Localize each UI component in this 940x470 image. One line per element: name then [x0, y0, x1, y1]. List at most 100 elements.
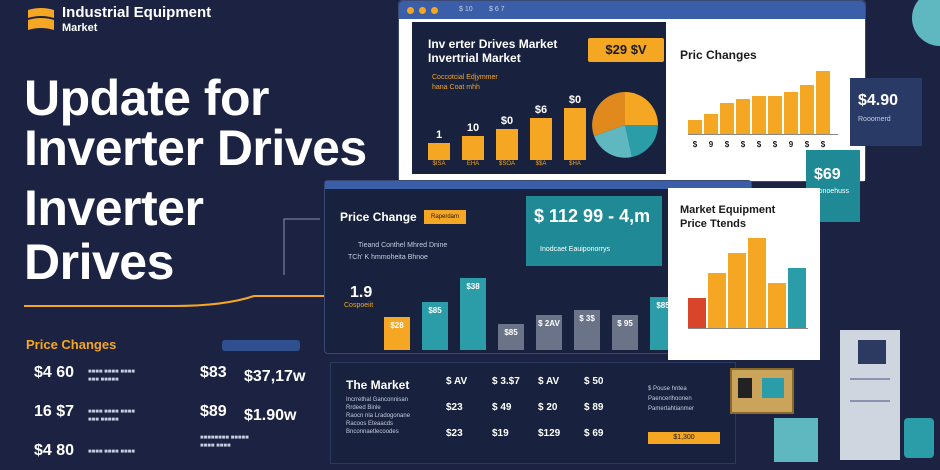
- mid-bar: [574, 310, 600, 350]
- price-changes-card: Pric Changes $9 $ $ $ $9 $ $: [668, 36, 840, 168]
- top-tab-2[interactable]: $ 6 7: [489, 6, 505, 13]
- price-change-bar: [800, 85, 814, 134]
- mid-sub-1: Tieand Conthel Mhred Dnine: [358, 242, 448, 249]
- top-bar: [530, 118, 552, 160]
- mid-bar-label: $85: [656, 301, 670, 311]
- market-cell: $23: [446, 428, 463, 439]
- top-title-1: Inv erter Drives Market: [428, 37, 558, 51]
- window-dot-icon[interactable]: [419, 7, 426, 14]
- left-price-note: ■■■■■■■■ ■■■■■ ■■■■ ■■■■: [200, 435, 249, 449]
- hero-line-1: Update for: [24, 70, 270, 126]
- price-change-tick: 9: [788, 140, 794, 149]
- market-cell: $ 20: [538, 402, 558, 413]
- top-bar: [428, 142, 450, 160]
- mid-big-value: $ 112 99 - 4,m: [534, 206, 651, 226]
- left-price-mid-2: $89: [200, 403, 227, 420]
- mid-bar-label: $ 3$: [579, 314, 595, 324]
- machine-cabinet-icon: [840, 330, 900, 460]
- mid-bar-label: $ 2AV: [538, 318, 560, 328]
- left-price-pill: [222, 340, 300, 351]
- top-bar: [462, 135, 484, 160]
- top-badge: $29 $V: [588, 38, 664, 62]
- left-price-right-2: $1.90w: [244, 407, 297, 424]
- price-change-tick: $: [724, 140, 730, 149]
- hero-line-4: Drives: [24, 234, 174, 290]
- deco-circle: [912, 0, 940, 46]
- top-bar-label: $HA: [569, 161, 581, 167]
- trend-bar: [728, 253, 746, 328]
- market-cell: $ 69: [584, 428, 604, 439]
- price-change-tick: 9: [708, 140, 714, 149]
- market-title: The Market: [346, 378, 410, 392]
- market-cell: $ 50: [584, 376, 604, 387]
- market-button[interactable]: $1,300: [648, 432, 720, 444]
- mid-bar-label: $38: [466, 281, 480, 291]
- mid-bar: [460, 277, 486, 350]
- top-bar-value: 10: [466, 121, 480, 134]
- price-change-bar: [704, 114, 718, 134]
- trend-bar: [748, 238, 766, 328]
- mid-bar: [384, 316, 410, 350]
- trends-title-1: Market Equipment: [680, 204, 776, 216]
- trend-bar: [768, 283, 786, 328]
- top-bar-value: 1: [435, 128, 443, 141]
- mid-bar: [422, 301, 448, 350]
- top-window-titlebar: [399, 1, 865, 19]
- trend-bar: [788, 268, 806, 328]
- market-cell: $ AV: [446, 376, 468, 387]
- left-price-3: $4 80: [34, 442, 75, 459]
- top-bar: [496, 128, 518, 160]
- price-change-bar: [736, 99, 750, 134]
- mid-left-num: 1.9: [350, 284, 373, 301]
- top-tab-1[interactable]: $ 10: [459, 6, 473, 13]
- market-lines: Incrrethal Ganconnisan Rrdeed Binle Raocn …: [346, 396, 436, 436]
- price-change-tick: $: [692, 140, 698, 149]
- price-change-bar: [784, 92, 798, 134]
- market-side-item: Pamertahtianmer: [648, 406, 695, 412]
- left-price-desc-2: ■■■■ ■■■■ ■■■■ ■■■ ■■■■■: [88, 409, 135, 423]
- price-change-bar: [752, 95, 766, 134]
- hero-line-3: Inverter: [24, 180, 204, 236]
- market-cell: $ 3.$7: [492, 376, 520, 387]
- control-panel-icon: [730, 368, 794, 414]
- mid-big-box: $ 112 99 - 4,m Inodcaet Eauiponorrys: [526, 196, 662, 266]
- market-cell: $ 89: [584, 402, 604, 413]
- left-price-title: Price Changes: [26, 337, 117, 352]
- market-side-item: Paencerlhoonen: [648, 396, 692, 402]
- hero-line-2: Inverter Drives: [24, 120, 367, 176]
- price-changes-title: Pric Changes: [680, 48, 757, 62]
- left-price-mid-1: $83: [200, 364, 227, 381]
- top-bar-label: $ISA: [432, 161, 446, 167]
- market-columns: $ AV $23 $23 $ 3.$7 $ 49 $19 $ AV $ 20 $129 $ 50 $…: [446, 376, 626, 446]
- market-side-item: $ Pouse hntea: [648, 386, 687, 392]
- price-changes-ticks: $9 $ $ $ $9 $ $: [688, 140, 838, 150]
- top-bar-value: $0: [568, 93, 582, 106]
- connector-line: [283, 218, 320, 275]
- mid-bar: [498, 323, 524, 350]
- trends-bars: [688, 228, 808, 329]
- window-dot-icon[interactable]: [407, 7, 414, 14]
- mid-big-sub: Inodcaet Eauiponorrys: [540, 246, 611, 253]
- market-cell: $ AV: [538, 376, 560, 387]
- top-bar-label: EHA: [466, 161, 480, 167]
- window-dot-icon[interactable]: [431, 7, 438, 14]
- mid-left-label: Cospoeiit: [344, 302, 374, 309]
- trends-card: Market Equipment Price Ttends: [668, 188, 820, 360]
- right-tile-1: $4.90 Rooomerd: [850, 78, 922, 146]
- top-bar: [564, 107, 586, 160]
- divider-curve: [24, 295, 324, 307]
- left-price-1: $4 60: [34, 364, 75, 381]
- mid-bar-label: $ 95: [617, 318, 633, 328]
- right-tile-1-value: $4.90: [858, 92, 899, 109]
- left-price-2: 16 $7: [34, 403, 75, 420]
- right-tile-2-sub: Sonoehuss: [814, 188, 850, 195]
- top-sub-2: hana Coat mhh: [432, 84, 480, 91]
- market-cell: $23: [446, 402, 463, 413]
- top-sub-1: Coccotcial Edjymmer: [432, 74, 498, 81]
- market-line: Incrrethal Ganconnisan: [346, 397, 409, 403]
- right-tile-1-sub: Rooomerd: [858, 116, 891, 123]
- market-cell: $19: [492, 428, 509, 439]
- price-change-tick: $: [820, 140, 826, 149]
- top-pie-chart: [592, 92, 658, 158]
- trend-bar: [708, 273, 726, 328]
